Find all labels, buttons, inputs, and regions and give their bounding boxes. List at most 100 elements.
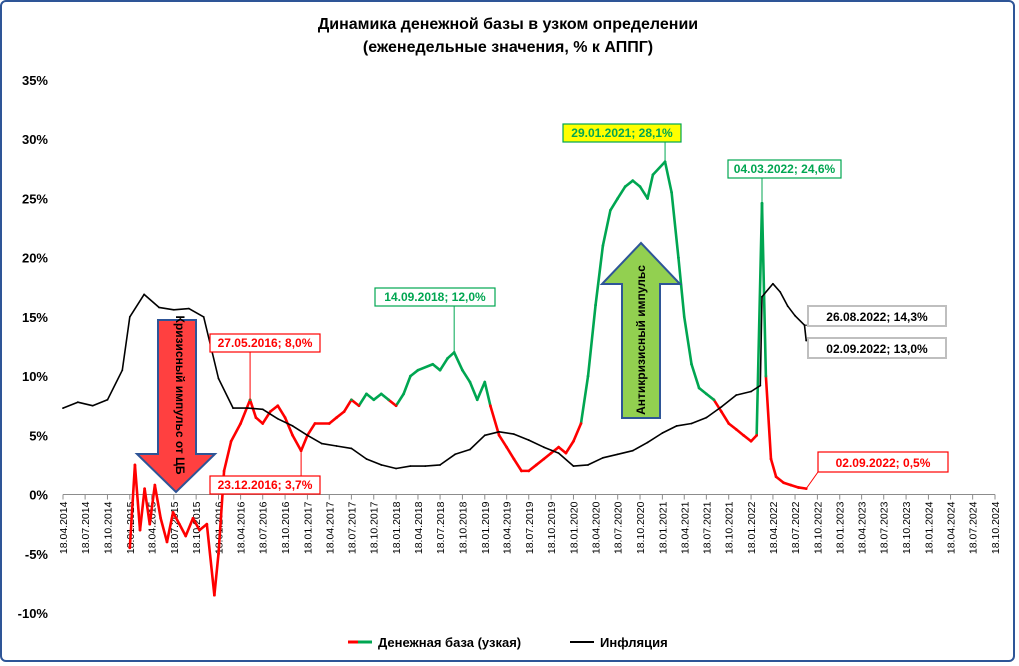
money-base-point [727, 422, 731, 425]
money-base-point [594, 303, 597, 307]
money-base-point [782, 481, 785, 485]
annotation-box [727, 159, 842, 179]
money-base-segment [527, 463, 538, 473]
x-tick-label: 18.01.2019 [480, 501, 492, 554]
money-base-point [342, 410, 346, 413]
money-base-point [774, 475, 778, 479]
money-base-segment [542, 451, 553, 461]
x-tick-label: 18.04.2020 [591, 501, 603, 554]
money-base-segment [213, 552, 220, 597]
money-base-point [178, 522, 181, 526]
x-tick-label: 18.07.2019 [524, 501, 536, 554]
money-base-segment [677, 256, 686, 319]
money-base-segment [631, 179, 642, 188]
money-base-segment [138, 487, 146, 532]
inflation-point [761, 295, 763, 298]
y-tick-label: 10% [22, 369, 48, 384]
money-base-segment [153, 483, 162, 520]
x-tick-label: 18.10.2022 [812, 501, 824, 554]
money-base-point [205, 522, 209, 526]
x-tick-label: 18.07.2016 [258, 501, 270, 554]
x-tick-label: 18.04.2016 [236, 501, 248, 554]
money-base-segment [342, 398, 353, 413]
money-base-segment [148, 483, 157, 526]
annotation-label: 04.03.2022; 24,6% [734, 162, 836, 176]
inflation-point [631, 449, 634, 452]
money-base-segment [171, 511, 181, 526]
inflation-point [557, 452, 560, 454]
annotation-label: 27.05.2016; 8,0% [218, 336, 313, 350]
x-tick-label: 18.01.2017 [302, 501, 314, 554]
money-base-point [557, 445, 560, 449]
money-base-point [261, 422, 265, 425]
money-base-point [677, 256, 680, 259]
money-base-segment [586, 303, 597, 378]
inflation-point [454, 453, 457, 456]
money-base-segment [222, 439, 233, 473]
money-base-point [159, 516, 162, 520]
money-base-point [483, 380, 487, 384]
money-base-point [712, 398, 716, 402]
money-base-segment [734, 428, 745, 437]
legend-label-money-base: Денежная база (узкая) [378, 635, 521, 650]
money-base-segment [755, 201, 764, 437]
y-tick-label: 0% [29, 488, 48, 503]
money-base-segment [327, 416, 338, 425]
inflation-point [128, 315, 131, 318]
money-base-point [461, 368, 464, 372]
inflation-point [350, 447, 353, 450]
money-base-segment [159, 516, 169, 544]
money-base-point [438, 368, 442, 372]
x-tick-label: 18.04.2022 [768, 501, 780, 554]
arrow-anticrisis-impulse-label: Антикризисный импульс [634, 265, 648, 415]
x-tick-label: 18.01.2020 [568, 501, 580, 554]
money-base-segment [705, 392, 716, 402]
money-base-segment [564, 439, 575, 455]
money-base-point [335, 416, 338, 419]
inflation-point [62, 407, 64, 409]
money-base-segment [128, 463, 137, 550]
money-base-segment [505, 445, 516, 461]
inflation-point [380, 464, 383, 466]
money-base-segment [431, 362, 442, 372]
money-base-segment [663, 160, 673, 194]
money-base-segment [205, 522, 216, 597]
inflation-point [542, 446, 545, 449]
money-base-point [198, 528, 201, 532]
inflation-point [690, 422, 693, 425]
inflation-point [76, 401, 79, 404]
inflation-point [365, 458, 368, 460]
money-base-point [797, 486, 800, 489]
money-base-segment [549, 445, 560, 455]
money-base-point [446, 357, 449, 360]
money-base-point [749, 439, 753, 443]
money-base-point [690, 362, 693, 366]
money-base-point [468, 380, 472, 384]
money-base-point [651, 173, 655, 177]
inflation-point [395, 467, 398, 470]
money-base-point [313, 422, 317, 425]
x-tick-label: 18.07.2022 [790, 501, 802, 554]
y-tick-label: -5% [25, 547, 49, 562]
money-base-point [283, 416, 287, 419]
money-base-point [184, 534, 187, 538]
legend-label-inflation: Инфляция [600, 635, 668, 650]
money-base-segment [468, 380, 479, 402]
inflation-point [483, 434, 486, 437]
inflation-point [720, 406, 723, 408]
inflation-point [646, 441, 649, 444]
money-base-point [222, 469, 226, 473]
money-base-segment [557, 445, 568, 455]
money-base-segment [133, 463, 142, 532]
money-base-segment [475, 380, 487, 402]
money-base-point [682, 315, 686, 319]
money-base-segment [254, 416, 265, 425]
money-base-segment [774, 475, 785, 485]
money-base-point [742, 434, 745, 437]
x-tick-label: 18.04.2014 [58, 501, 70, 554]
money-base-point [409, 374, 412, 378]
x-tick-label: 18.04.2018 [413, 501, 425, 554]
money-base-segment [760, 201, 768, 378]
x-tick-label: 18.07.2021 [701, 501, 713, 554]
money-base-point [217, 552, 220, 556]
